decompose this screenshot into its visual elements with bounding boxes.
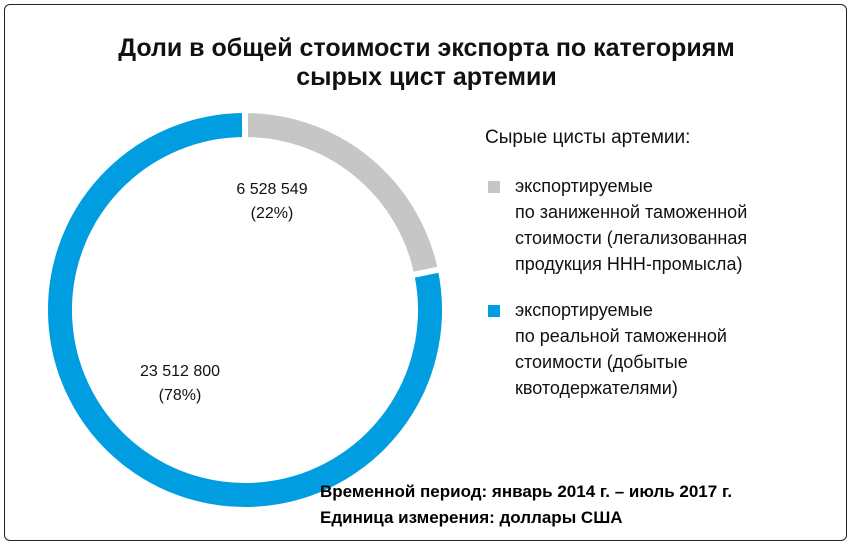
- data-label: 23 512 800 (78%): [120, 360, 240, 408]
- percent-label: (78%): [158, 387, 202, 404]
- legend-label: экспортируемые по реальной таможенной ст…: [515, 300, 727, 398]
- note: Единица измерения: доллары США: [320, 508, 623, 527]
- legend-title: Сырые цисты артемии:: [485, 127, 691, 148]
- frame: [4, 4, 847, 541]
- note: Временной период: январь 2014 г. – июль …: [320, 482, 733, 501]
- legend-label: экспортируемые по заниженной таможенной …: [515, 176, 748, 274]
- data-label: 6 528 549 (22%): [212, 178, 332, 226]
- chart-title: Доли в общей стоимости экспорта по катег…: [118, 34, 735, 91]
- legend-swatch: [488, 305, 500, 317]
- legend-swatch: [488, 181, 500, 193]
- percent-label: (22%): [250, 205, 294, 222]
- value-label: 23 512 800: [139, 363, 221, 380]
- value-label: 6 528 549: [236, 181, 308, 198]
- donut-slice: [42, 106, 448, 513]
